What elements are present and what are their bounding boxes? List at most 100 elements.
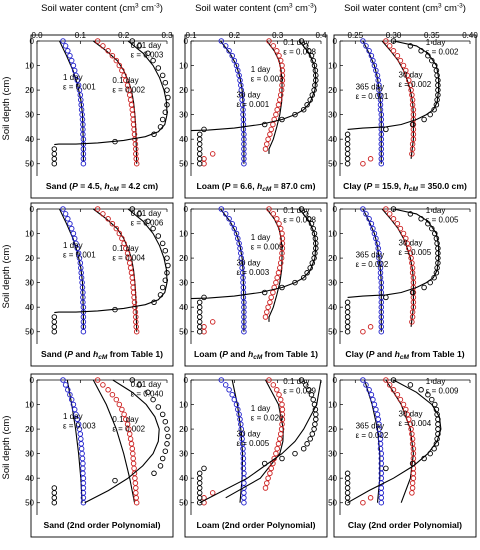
observation-point	[226, 48, 232, 54]
series-annotation: ε = 0.040	[131, 389, 164, 398]
observation-point	[133, 495, 139, 501]
observation-point	[162, 247, 169, 254]
observation-point	[429, 57, 435, 64]
observation-point	[344, 141, 351, 147]
observation-point	[70, 62, 77, 69]
observation-point	[366, 48, 372, 54]
observation-point	[51, 156, 58, 162]
y-tick-label: 40	[328, 303, 337, 312]
observation-point	[427, 111, 433, 118]
y-tick-label: 10	[179, 61, 188, 70]
observation-point	[62, 43, 69, 49]
observation-point	[313, 77, 319, 84]
observation-point	[164, 426, 170, 432]
x-tick-label: 0.30	[386, 31, 402, 40]
observation-point	[241, 499, 247, 506]
series-annotation: 365 day	[356, 251, 384, 260]
observation-point	[277, 265, 283, 271]
observation-point	[344, 314, 351, 320]
model-line-365day	[362, 40, 382, 164]
observation-point	[403, 67, 409, 74]
observation-point	[383, 294, 389, 301]
panel-caption: Loam (P = 6.6, hcM = 87.0 cm)	[197, 181, 316, 193]
observation-point	[409, 480, 416, 486]
panel-caption: Sand (2nd order Polynomial)	[44, 520, 161, 530]
observation-point	[164, 102, 170, 108]
panel-frame	[333, 34, 477, 199]
observation-point	[51, 499, 58, 506]
observation-point	[390, 48, 397, 54]
observation-point	[196, 314, 203, 320]
observation-point	[116, 230, 123, 237]
observation-point	[218, 377, 225, 383]
series-annotation: ε = 0.004	[112, 253, 145, 262]
observation-point	[129, 38, 136, 44]
observation-point	[80, 470, 86, 477]
observation-point	[162, 418, 169, 425]
series-annotation: ε = 0.002	[112, 424, 145, 433]
series-annotation: ε = 0.002	[399, 80, 432, 89]
observation-point	[308, 220, 315, 227]
observation-point	[404, 240, 411, 247]
observation-point	[276, 52, 282, 59]
x-tick-label: 0.1	[75, 31, 87, 40]
observation-point	[100, 382, 106, 388]
observation-point	[133, 490, 139, 496]
observation-point	[383, 38, 389, 44]
observation-point	[271, 455, 277, 462]
observation-point	[431, 106, 437, 113]
series-annotation: ε = 0.002	[356, 260, 389, 269]
y-tick-label: 30	[25, 449, 34, 458]
observation-point	[425, 220, 431, 227]
observation-point	[432, 62, 438, 69]
observation-point	[105, 48, 111, 54]
observation-point	[308, 391, 315, 398]
observation-point	[261, 460, 268, 467]
observation-point	[277, 396, 284, 403]
observation-point	[159, 411, 166, 418]
observation-point	[133, 151, 139, 157]
observation-point	[226, 216, 232, 222]
observation-point	[74, 77, 81, 84]
observation-point	[116, 62, 123, 69]
observation-point	[344, 151, 351, 157]
panel-frame	[184, 34, 328, 199]
y-tick-label: 40	[25, 303, 34, 312]
observation-point	[370, 57, 376, 64]
panel-caption: Clay (P = 15.9, hcM = 350.0 cm)	[343, 181, 467, 193]
observation-point	[298, 377, 305, 383]
observation-point	[196, 309, 203, 315]
observation-point	[309, 260, 316, 266]
observation-point	[304, 270, 310, 276]
observation-point	[133, 499, 140, 506]
observation-point	[71, 406, 78, 413]
observation-point	[60, 377, 66, 383]
observation-point	[151, 299, 157, 306]
observation-point	[292, 279, 298, 286]
y-tick-label: 10	[25, 61, 34, 70]
observation-point	[371, 230, 378, 237]
y-axis-titles: Soil depth (cm) Soil depth (cm) Soil depth…	[1, 77, 12, 480]
observation-point	[123, 77, 129, 84]
observation-point	[201, 465, 207, 472]
y-tick-label: 10	[25, 400, 34, 409]
observation-point	[344, 156, 351, 162]
observation-point	[240, 455, 247, 462]
observation-point	[394, 52, 401, 59]
y-tick-label: 50	[25, 328, 34, 337]
observation-point	[270, 211, 277, 217]
observation-point	[127, 265, 134, 271]
observation-point	[311, 62, 318, 69]
observation-point	[127, 97, 134, 103]
y-tick-label: 20	[25, 254, 34, 263]
y-tick-label: 0	[333, 37, 338, 46]
observation-point	[159, 455, 166, 462]
observation-point	[383, 126, 389, 133]
observation-point	[267, 299, 273, 306]
series-annotation: ε = 0.003	[131, 50, 164, 59]
observation-point	[344, 131, 351, 138]
